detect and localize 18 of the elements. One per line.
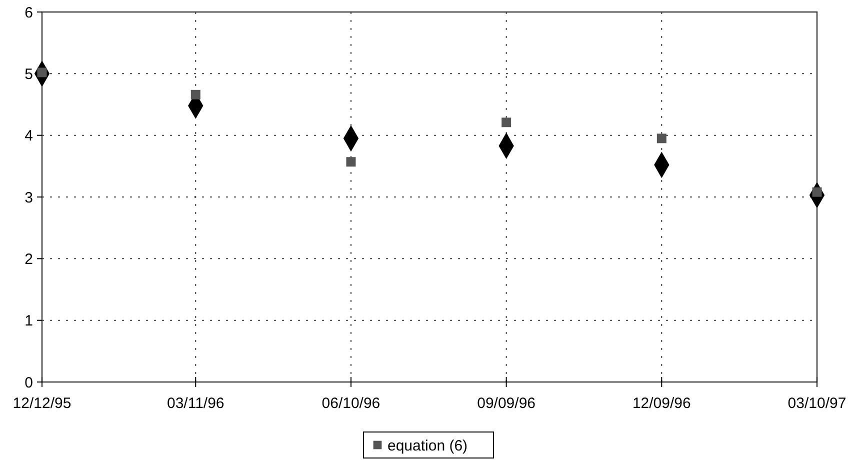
x-tick-label: 06/10/96 [322,395,380,412]
x-tick-label: 12/09/96 [632,395,691,412]
point [502,118,512,128]
legend-label: equation (6) [388,437,468,454]
y-tick-label: 4 [24,128,33,145]
x-tick-label: 12/12/95 [12,395,72,412]
y-tick-label: 6 [24,4,33,22]
x-tick-label: 09/09/96 [477,395,536,412]
y-tick-label: 3 [24,189,33,206]
point [346,157,356,167]
point [190,90,200,100]
x-tick-label: 03/10/97 [788,395,846,412]
x-tick-label: 03/11/96 [166,395,224,412]
y-tick-label: 0 [24,374,33,392]
point [656,134,666,144]
y-tick-label: 1 [24,312,33,330]
y-tick-label: 5 [24,66,33,83]
y-tick-label: 2 [24,250,33,268]
